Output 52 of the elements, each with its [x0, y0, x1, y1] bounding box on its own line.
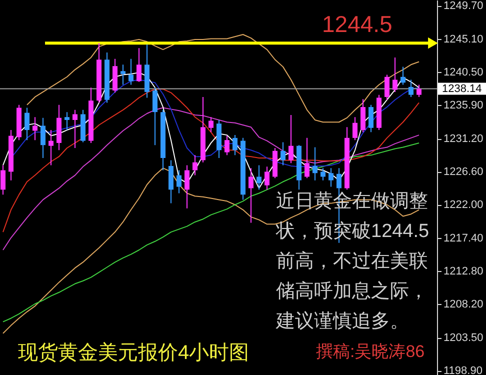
- candlestick: [328, 168, 334, 188]
- candlestick: [192, 154, 198, 176]
- candlestick: [416, 84, 422, 98]
- candlestick: [128, 58, 134, 86]
- candlestick: [256, 164, 262, 190]
- candlestick: [288, 114, 294, 164]
- candlestick: [40, 117, 46, 159]
- candlestick: [264, 166, 270, 190]
- candlestick: [352, 116, 358, 141]
- candlestick: [304, 137, 310, 179]
- candlestick: [232, 134, 238, 156]
- candlestick: [24, 107, 30, 141]
- candlestick: [360, 98, 366, 133]
- candlestick: [368, 104, 374, 133]
- candlestick: [152, 87, 158, 146]
- candlestick: [224, 135, 230, 156]
- y-tick-label: 1235.90: [444, 99, 484, 112]
- candlestick: [320, 168, 326, 181]
- ref-line-label: 1244.5: [322, 11, 392, 38]
- candlestick: [32, 116, 38, 141]
- candlestick: [248, 168, 254, 224]
- candlestick: [208, 116, 214, 133]
- y-tick-label: 1249.70: [444, 0, 484, 12]
- y-tick-label: 1208.20: [444, 298, 484, 310]
- candlestick: [280, 142, 286, 166]
- y-tick-label: 1245.10: [444, 33, 484, 46]
- candlestick: [312, 146, 318, 181]
- y-tick-label: 1226.60: [444, 166, 484, 178]
- annotation: 现货黄金美元报价4小时图: [18, 341, 250, 364]
- y-tick-label: 1222.00: [444, 199, 484, 212]
- candlestick: [0, 164, 6, 196]
- candlestick: [176, 170, 182, 194]
- candlestick: [184, 164, 190, 209]
- y-tick-label: 1231.20: [444, 133, 484, 146]
- ref-line-label: 1238.14: [442, 82, 482, 95]
- candlestick: [408, 79, 414, 98]
- candlestick: [384, 74, 390, 100]
- candlestick: [48, 130, 54, 166]
- y-tick-label: 1240.50: [444, 66, 484, 78]
- candlestick: [120, 64, 126, 86]
- candlestick: [168, 160, 174, 204]
- y-tick-label: 1198.90: [444, 365, 482, 375]
- y-tick-label: 1217.40: [444, 232, 484, 244]
- candlestick: [64, 112, 70, 131]
- annotation: 撰稿:吴晓涛86: [316, 342, 425, 361]
- candlestick: [400, 66, 406, 86]
- y-tick-label: 1212.80: [444, 265, 484, 278]
- candlestick: [136, 48, 142, 82]
- line-series: [26, 34, 420, 123]
- y-tick-label: 1203.50: [444, 332, 484, 344]
- candlestick: [392, 56, 398, 92]
- candlestick: [72, 109, 78, 148]
